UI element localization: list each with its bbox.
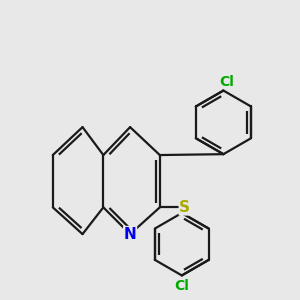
Text: S: S — [179, 200, 190, 215]
Text: Cl: Cl — [174, 279, 189, 293]
Text: N: N — [124, 226, 136, 242]
Text: Cl: Cl — [219, 75, 234, 88]
